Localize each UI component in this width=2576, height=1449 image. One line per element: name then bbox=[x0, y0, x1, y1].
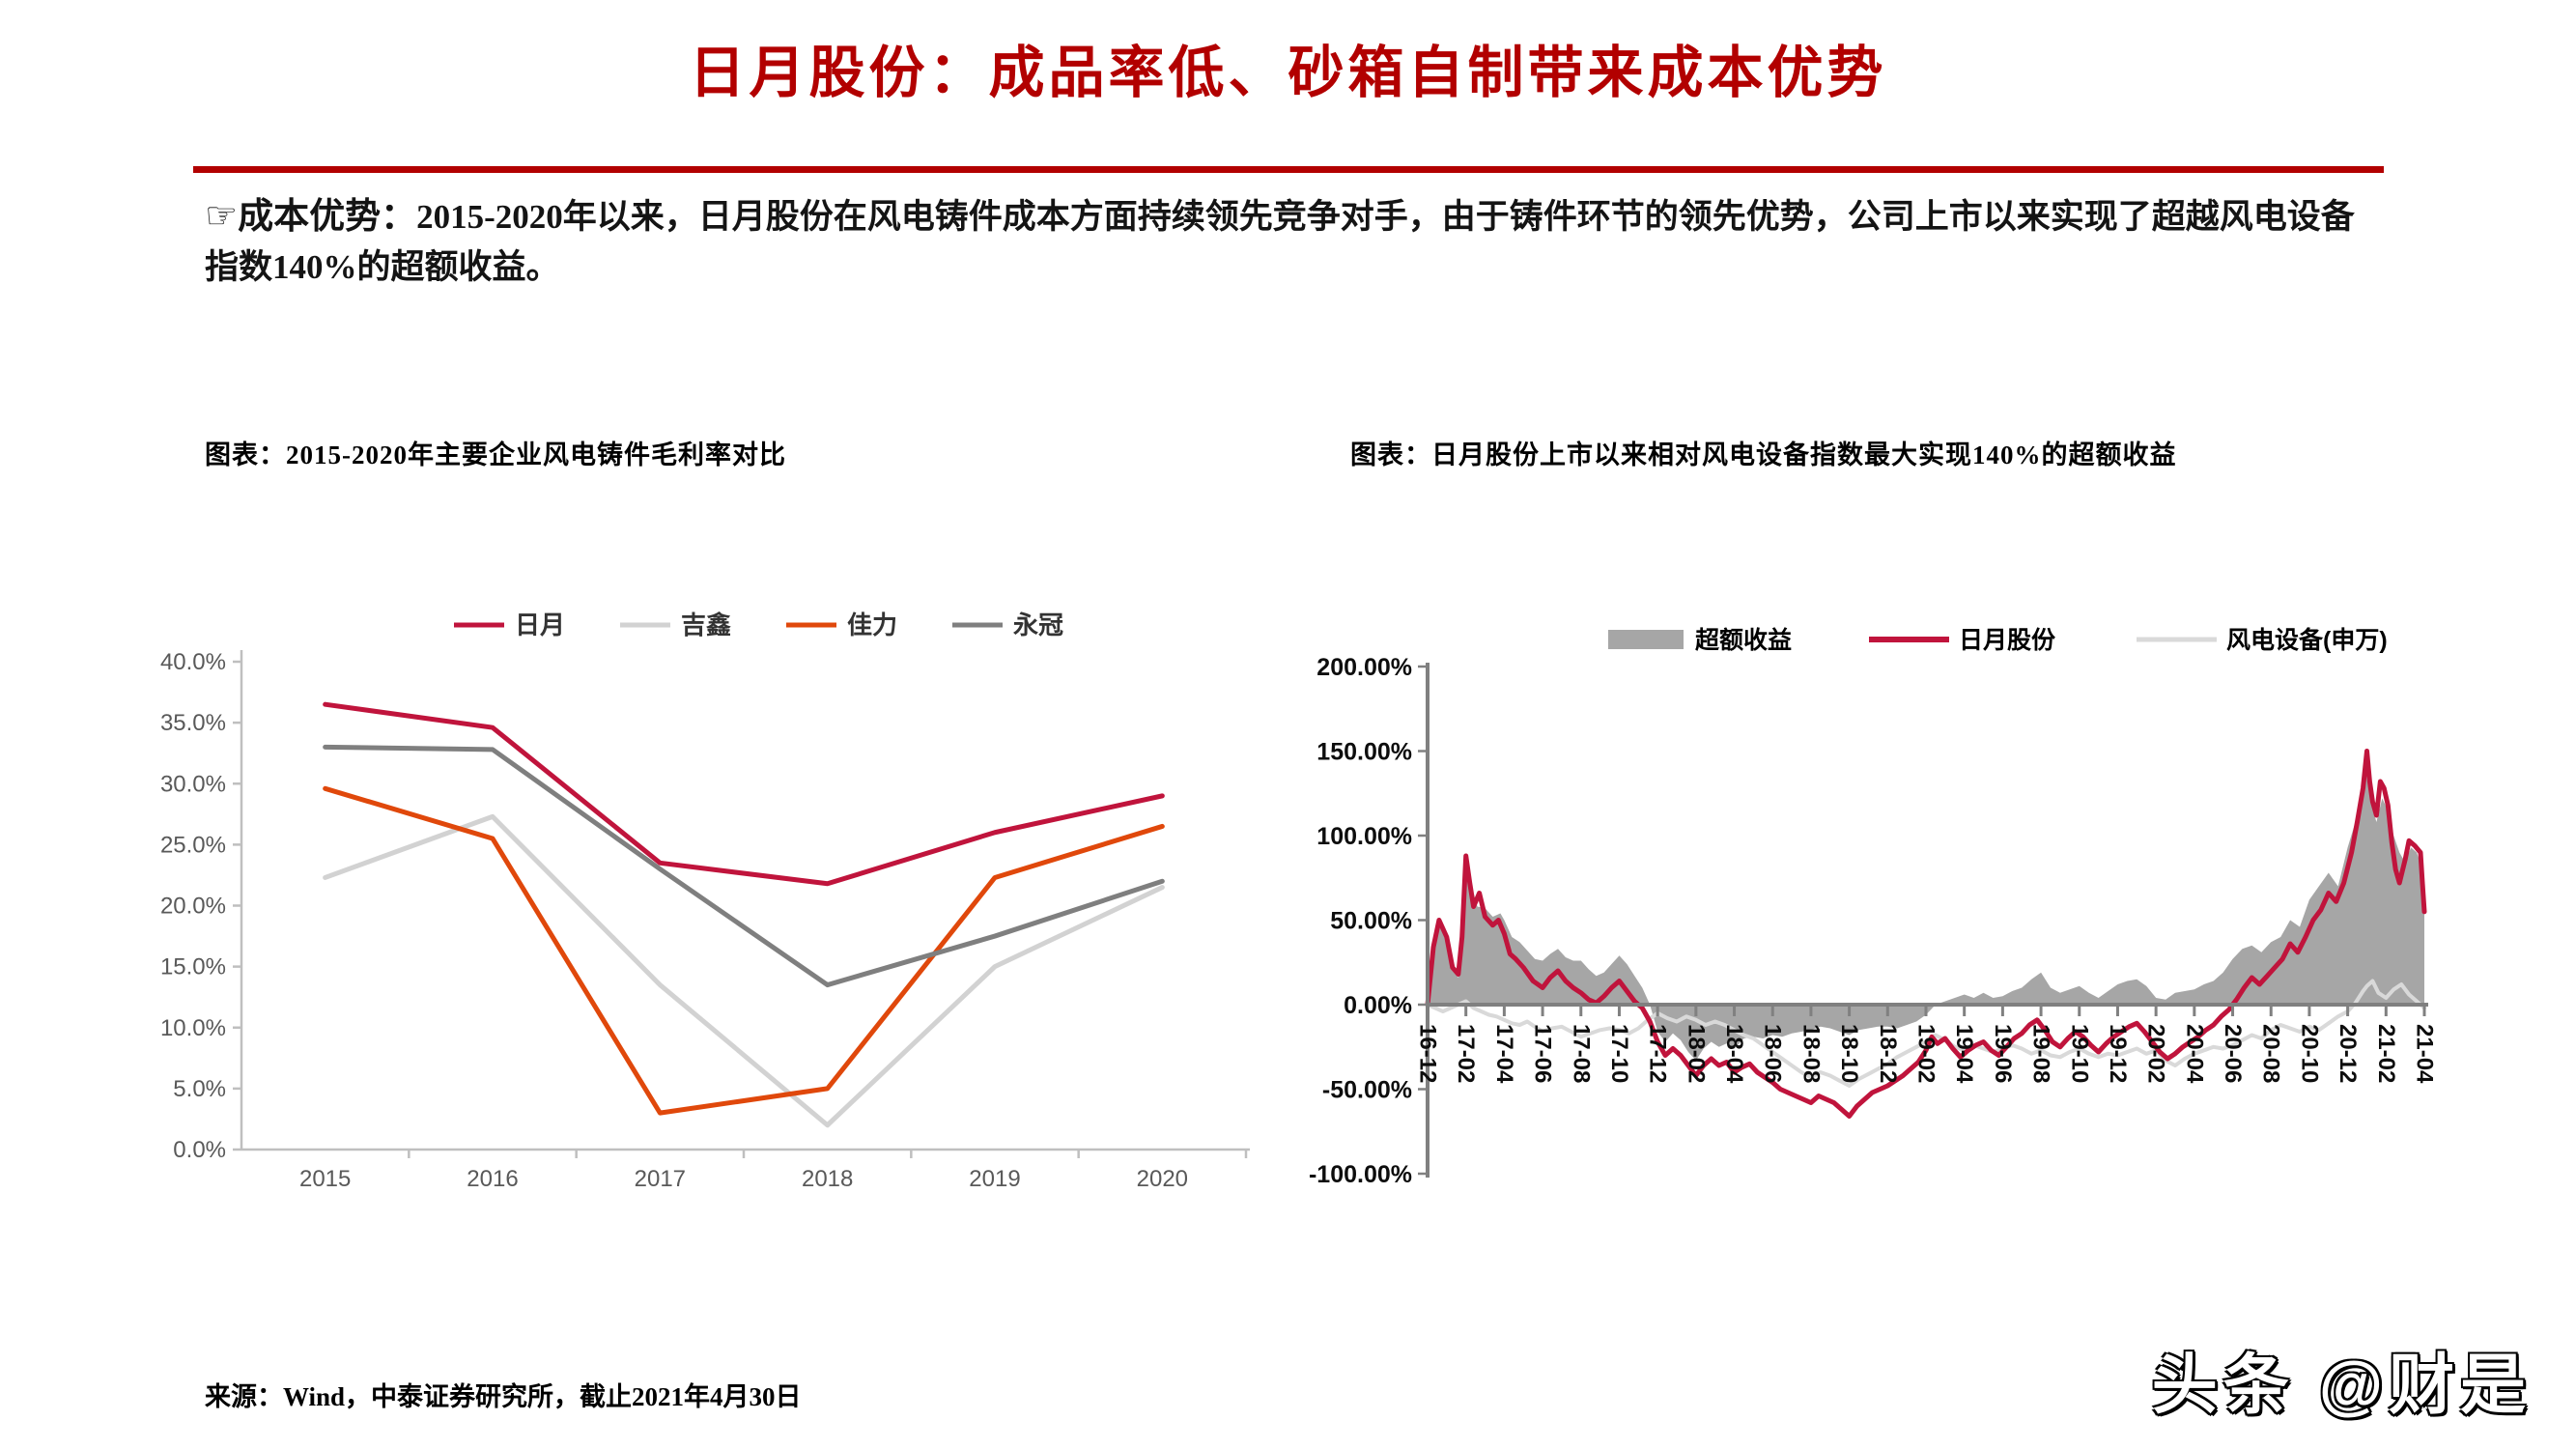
right-x-tick-label: 17-12 bbox=[1645, 1024, 1671, 1083]
left-y-tick-label: 35.0% bbox=[160, 710, 226, 736]
right-x-tick-label: 16-12 bbox=[1415, 1024, 1441, 1083]
left-x-tick-label: 2019 bbox=[969, 1166, 1020, 1192]
title-rule bbox=[193, 166, 2384, 173]
right-x-tick-label: 20-12 bbox=[2335, 1024, 2361, 1083]
right-x-tick-label: 17-08 bbox=[1568, 1024, 1594, 1083]
right-x-tick-label: 20-08 bbox=[2258, 1024, 2284, 1083]
pointing-hand-icon: ☞ bbox=[205, 196, 239, 237]
gross-margin-chart: 0.0% 5.0% 10.0% 15.0% 20.0% 25.0% 30.0% 35.0% 40… bbox=[126, 570, 1304, 1251]
right-x-tick-label: 21-02 bbox=[2373, 1024, 2399, 1083]
wind-index-line bbox=[1426, 979, 2426, 1088]
right-x-tick-label: 19-02 bbox=[1913, 1024, 1939, 1083]
left-x-tick-label: 2015 bbox=[299, 1166, 351, 1192]
left-series-line-2 bbox=[323, 813, 1165, 1128]
left-x-tick-label: 2018 bbox=[802, 1166, 853, 1192]
left-y-tick-label: 30.0% bbox=[160, 771, 226, 797]
left-x-tick-label: 2017 bbox=[635, 1166, 686, 1192]
right-x-tick-label: 19-12 bbox=[2105, 1024, 2131, 1083]
legend-label: 永冠 bbox=[1013, 611, 1063, 639]
left-y-tick-label: 5.0% bbox=[173, 1076, 226, 1102]
left-y-tick-label: 20.0% bbox=[160, 894, 226, 920]
left-y-tick-label: 10.0% bbox=[160, 1015, 226, 1041]
right-x-tick-label: 20-10 bbox=[2296, 1024, 2322, 1083]
right-x-tick-label: 19-08 bbox=[2028, 1024, 2054, 1083]
left-chart-legend: 日月 吉鑫 佳力 永冠 bbox=[454, 611, 1063, 639]
excess-return-chart-svg: 200.00% 150.00% 100.00% 50.00% 0.00% -50.00% -… bbox=[1309, 626, 2438, 1188]
legend-label: 日月 bbox=[515, 611, 565, 639]
right-x-tick-label: 17-04 bbox=[1491, 1024, 1517, 1084]
left-y-tick-label: 15.0% bbox=[160, 954, 226, 980]
left-y-tick-label: 40.0% bbox=[160, 649, 226, 675]
right-y-tick-label: -100.00% bbox=[1309, 1161, 1412, 1188]
left-y-tick-label: 0.0% bbox=[173, 1137, 226, 1163]
right-x-tick-label: 19-06 bbox=[1990, 1024, 2016, 1083]
left-y-tick-label: 25.0% bbox=[160, 832, 226, 858]
summary-paragraph: ☞成本优势：2015-2020年以来，日月股份在风电铸件成本方面持续领先竞争对手… bbox=[205, 191, 2383, 292]
right-chart-legend: 超额收益 日月股份 风电设备(申万) bbox=[1608, 626, 2388, 654]
legend-label: 吉鑫 bbox=[681, 611, 731, 639]
right-y-tick-label: 50.00% bbox=[1330, 908, 1412, 935]
right-x-tick-label: 20-06 bbox=[2220, 1024, 2246, 1083]
left-series-line-3 bbox=[323, 785, 1165, 1116]
legend-label: 风电设备(申万) bbox=[2226, 627, 2388, 654]
right-x-tick-label: 17-02 bbox=[1453, 1024, 1479, 1083]
right-y-tick-label: -50.00% bbox=[1322, 1077, 1412, 1104]
left-x-tick-label: 2020 bbox=[1137, 1166, 1188, 1192]
source-note: 来源：Wind，中泰证券研究所，截止2021年4月30日 bbox=[205, 1382, 802, 1411]
right-y-tick-label: 100.00% bbox=[1316, 823, 1412, 850]
right-x-tick-label: 17-06 bbox=[1530, 1024, 1556, 1083]
left-series-line-1 bbox=[323, 701, 1165, 887]
right-y-tick-label: 150.00% bbox=[1316, 739, 1412, 766]
right-x-tick-label: 17-10 bbox=[1606, 1024, 1632, 1083]
summary-lead: 成本优势： bbox=[238, 197, 417, 237]
right-x-tick-label: 18-12 bbox=[1875, 1024, 1901, 1083]
right-x-tick-label: 20-04 bbox=[2181, 1024, 2207, 1084]
right-chart-axes: 200.00% 150.00% 100.00% 50.00% 0.00% -50.00% -… bbox=[1309, 654, 2438, 1188]
watermark: 头条 @财是 bbox=[2151, 1349, 2532, 1422]
right-x-tick-label: 18-08 bbox=[1798, 1024, 1824, 1083]
excess-return-area bbox=[1428, 771, 2424, 1061]
gross-margin-chart-svg: 0.0% 5.0% 10.0% 15.0% 20.0% 25.0% 30.0% 35.0% 40… bbox=[160, 611, 1250, 1192]
right-y-tick-label: 200.00% bbox=[1316, 654, 1412, 681]
excess-return-chart: 200.00% 150.00% 100.00% 50.00% 0.00% -50.00% -… bbox=[1304, 570, 2502, 1251]
summary-text: 2015-2020年以来，日月股份在风电铸件成本方面持续领先竞争对手，由于铸件环… bbox=[205, 198, 2355, 286]
legend-label: 超额收益 bbox=[1695, 626, 1792, 654]
left-chart-axes: 0.0% 5.0% 10.0% 15.0% 20.0% 25.0% 30.0% 35.0% 40… bbox=[160, 649, 1250, 1192]
right-chart-title: 图表：日月股份上市以来相对风电设备指数最大实现140%的超额收益 bbox=[1350, 440, 2177, 469]
right-x-tick-label: 19-04 bbox=[1951, 1024, 1977, 1084]
right-x-tick-label: 18-02 bbox=[1683, 1024, 1709, 1083]
right-y-tick-label: 0.00% bbox=[1344, 992, 1412, 1019]
page-title: 日月股份：成品率低、砂箱自制带来成本优势 bbox=[689, 42, 1887, 104]
right-x-tick-label: 18-04 bbox=[1721, 1024, 1747, 1084]
legend-label: 佳力 bbox=[847, 611, 897, 639]
right-x-tick-label: 18-10 bbox=[1836, 1024, 1862, 1083]
right-x-tick-label: 19-10 bbox=[2066, 1024, 2092, 1083]
left-series-line-4 bbox=[323, 744, 1165, 988]
right-x-tick-label: 18-06 bbox=[1760, 1024, 1786, 1083]
right-x-tick-label: 20-02 bbox=[2143, 1024, 2169, 1083]
right-x-tick-label: 21-04 bbox=[2412, 1024, 2438, 1084]
left-chart-title: 图表：2015-2020年主要企业风电铸件毛利率对比 bbox=[205, 440, 786, 469]
legend-area-swatch-icon bbox=[1608, 630, 1684, 649]
riyue-return-line bbox=[1425, 749, 2427, 1119]
legend-label: 日月股份 bbox=[1959, 627, 2055, 654]
left-x-tick-label: 2016 bbox=[467, 1166, 518, 1192]
